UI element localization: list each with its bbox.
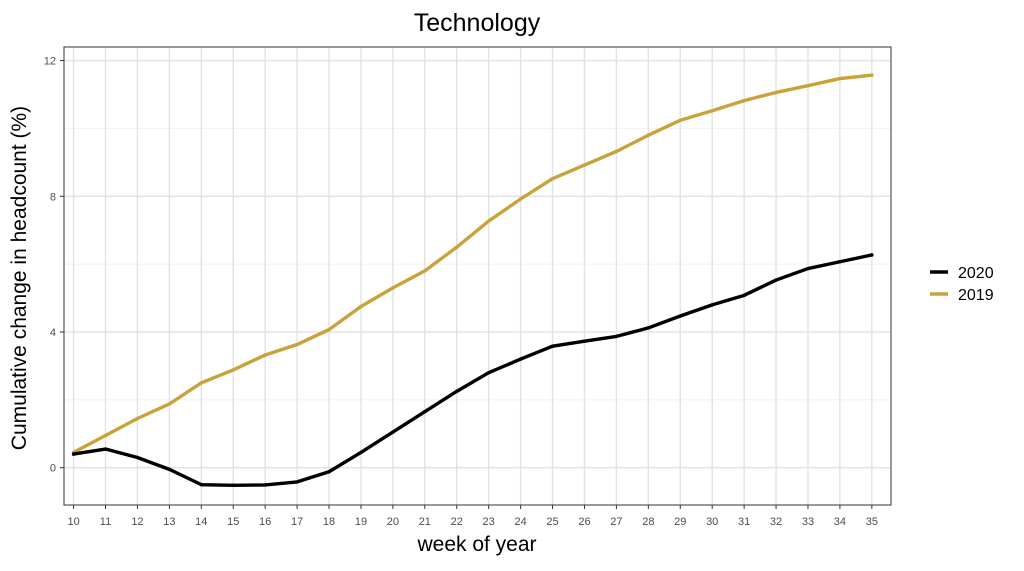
x-tick-label: 14 [195,516,207,528]
series-2020-point [231,483,235,488]
legend-item-2020: 2020 [930,265,994,282]
axes: 0 4 8 12 10 11 12 13 14 15 16 17 18 19 20 21 22 23 24 25 26 2… [44,56,878,528]
series-2020-point [614,334,619,339]
x-tick-label: 34 [834,516,846,528]
series-2019-point [518,197,523,201]
x-tick-label: 30 [706,516,718,528]
x-tick-label: 27 [610,516,622,528]
series-2019-point [103,433,108,438]
series-2019-point [423,269,427,273]
x-tick-label: 13 [163,516,175,528]
series-2020-point [550,344,555,348]
series-2020-point [710,303,714,307]
x-tick-label: 32 [770,516,782,528]
x-tick-label: 10 [67,516,79,528]
series-2020-point [199,482,204,487]
y-tick-label: 12 [44,56,56,68]
series-2020-point [135,455,140,460]
series-2019-point [742,98,746,103]
series-2020-point [742,293,746,298]
x-tick-label: 20 [387,516,399,528]
x-tick-label: 15 [227,516,239,528]
x-tick-label: 22 [451,516,463,528]
series-2019-line [71,73,874,455]
series-2019-point [614,149,619,154]
x-axis-label: week of year [416,533,536,556]
series-2019-point [774,90,778,95]
x-tick-label: 16 [259,516,271,528]
series-2019-point [391,286,395,290]
series-2019-point [550,176,555,181]
legend-item-2019: 2019 [930,287,994,304]
series-2019-point [167,402,172,406]
series-2019-point [359,304,363,309]
series-2020-point [678,314,682,318]
series-2019-point [678,118,682,122]
x-tick-label: 19 [355,516,367,528]
x-tick-label: 28 [642,516,654,528]
x-tick-label: 23 [483,516,495,528]
x-tick-label: 12 [131,516,143,528]
series-2020-point [838,260,842,264]
series-2019-point [231,368,235,372]
x-tick-label: 21 [419,516,431,528]
series-2020-point [423,410,427,414]
series-2020-point [806,266,810,271]
y-tick-label: 8 [50,191,56,203]
x-tick-label: 24 [514,516,526,528]
series-2019-point [870,73,874,77]
series-2019-point [582,163,587,167]
y-axis-label: Cumulative change in headcount (%) [8,106,31,450]
series-2019-point [486,219,491,223]
series-2020-point [518,357,523,361]
legend-label-2019: 2019 [958,287,994,304]
series-2019-point [838,76,842,81]
chart-title: Technology [414,9,541,37]
series-2019-point [710,109,714,113]
series-2020-point [455,389,459,394]
series-2020-point [71,452,76,456]
y-tick-label: 4 [50,327,56,339]
x-tick-label: 33 [802,516,814,528]
series-2020-point [167,467,172,472]
series-2019-point [199,381,204,385]
series-2020-point [486,370,491,375]
series-2019-point [295,342,299,347]
series-lines [71,73,874,488]
x-tick-label: 11 [100,516,111,528]
series-2019-point [455,245,459,249]
x-tick-label: 29 [674,516,686,528]
series-2019-point [646,133,651,137]
series-2020-point [870,253,874,257]
plot-panel-border [63,46,892,506]
series-2020-point [359,450,363,455]
legend-label-2020: 2020 [958,265,994,282]
series-2020-point [646,326,651,330]
x-tick-label: 35 [866,516,878,528]
series-2019-point [327,327,331,332]
series-2020-point [327,470,331,474]
series-2020-point [295,480,299,484]
legend: 2020 2019 [930,265,994,304]
x-tick-label: 18 [323,516,335,528]
series-2019-point [263,353,267,357]
series-2020-point [582,339,587,343]
series-2019-point [806,83,810,88]
series-2020-point [103,447,108,451]
y-tick-label: 0 [50,463,56,475]
x-tick-label: 26 [578,516,590,528]
x-tick-label: 25 [546,516,558,528]
series-2020-line [71,253,874,488]
series-2020-point [774,278,778,282]
series-2019-point [135,416,140,421]
x-tick-label: 17 [291,516,303,528]
x-tick-label: 31 [738,516,750,528]
series-2020-point [263,483,267,487]
series-2020-point [391,430,395,434]
grid-lines [64,47,891,505]
